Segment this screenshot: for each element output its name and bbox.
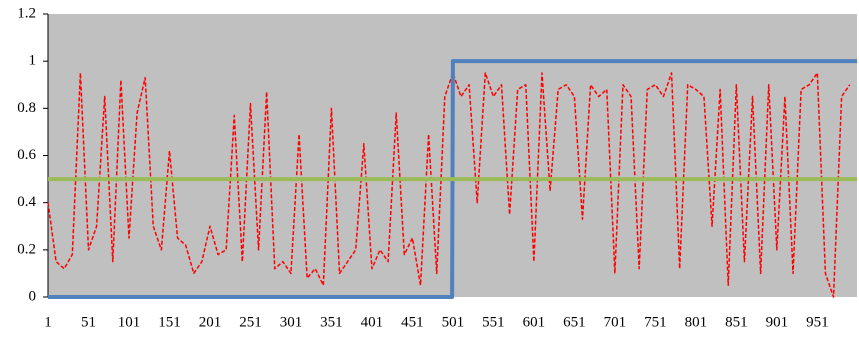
x-tick-label: 51: [81, 314, 96, 330]
x-tick-label: 551: [482, 314, 505, 330]
x-tick-label: 401: [361, 314, 384, 330]
y-tick-label: 0.8: [17, 100, 36, 116]
x-tick-label: 251: [239, 314, 262, 330]
y-tick-label: 1.2: [17, 5, 36, 21]
x-tick-label: 101: [118, 314, 141, 330]
y-tick-label: 0.2: [17, 241, 36, 257]
y-tick-label: 0: [29, 288, 37, 304]
x-tick-label: 451: [401, 314, 424, 330]
x-tick-label: 151: [158, 314, 181, 330]
y-tick-label: 0.4: [17, 194, 36, 210]
x-tick-label: 351: [320, 314, 343, 330]
x-tick-label: 851: [725, 314, 748, 330]
x-tick-label: 1: [44, 314, 52, 330]
x-tick-label: 601: [523, 314, 546, 330]
x-tick-label: 701: [604, 314, 627, 330]
x-tick-label: 901: [766, 314, 789, 330]
line-series: [47, 72, 851, 298]
x-tick-label: 501: [442, 314, 465, 330]
y-tick-label: 1: [29, 53, 37, 69]
x-tick-label: 801: [685, 314, 708, 330]
y-tick-label: 0.6: [17, 147, 36, 163]
x-tick-label: 301: [280, 314, 303, 330]
x-tick-label: 651: [563, 314, 586, 330]
x-tick-label: 201: [199, 314, 222, 330]
x-tick-label: 751: [644, 314, 667, 330]
x-tick-label: 951: [806, 314, 829, 330]
